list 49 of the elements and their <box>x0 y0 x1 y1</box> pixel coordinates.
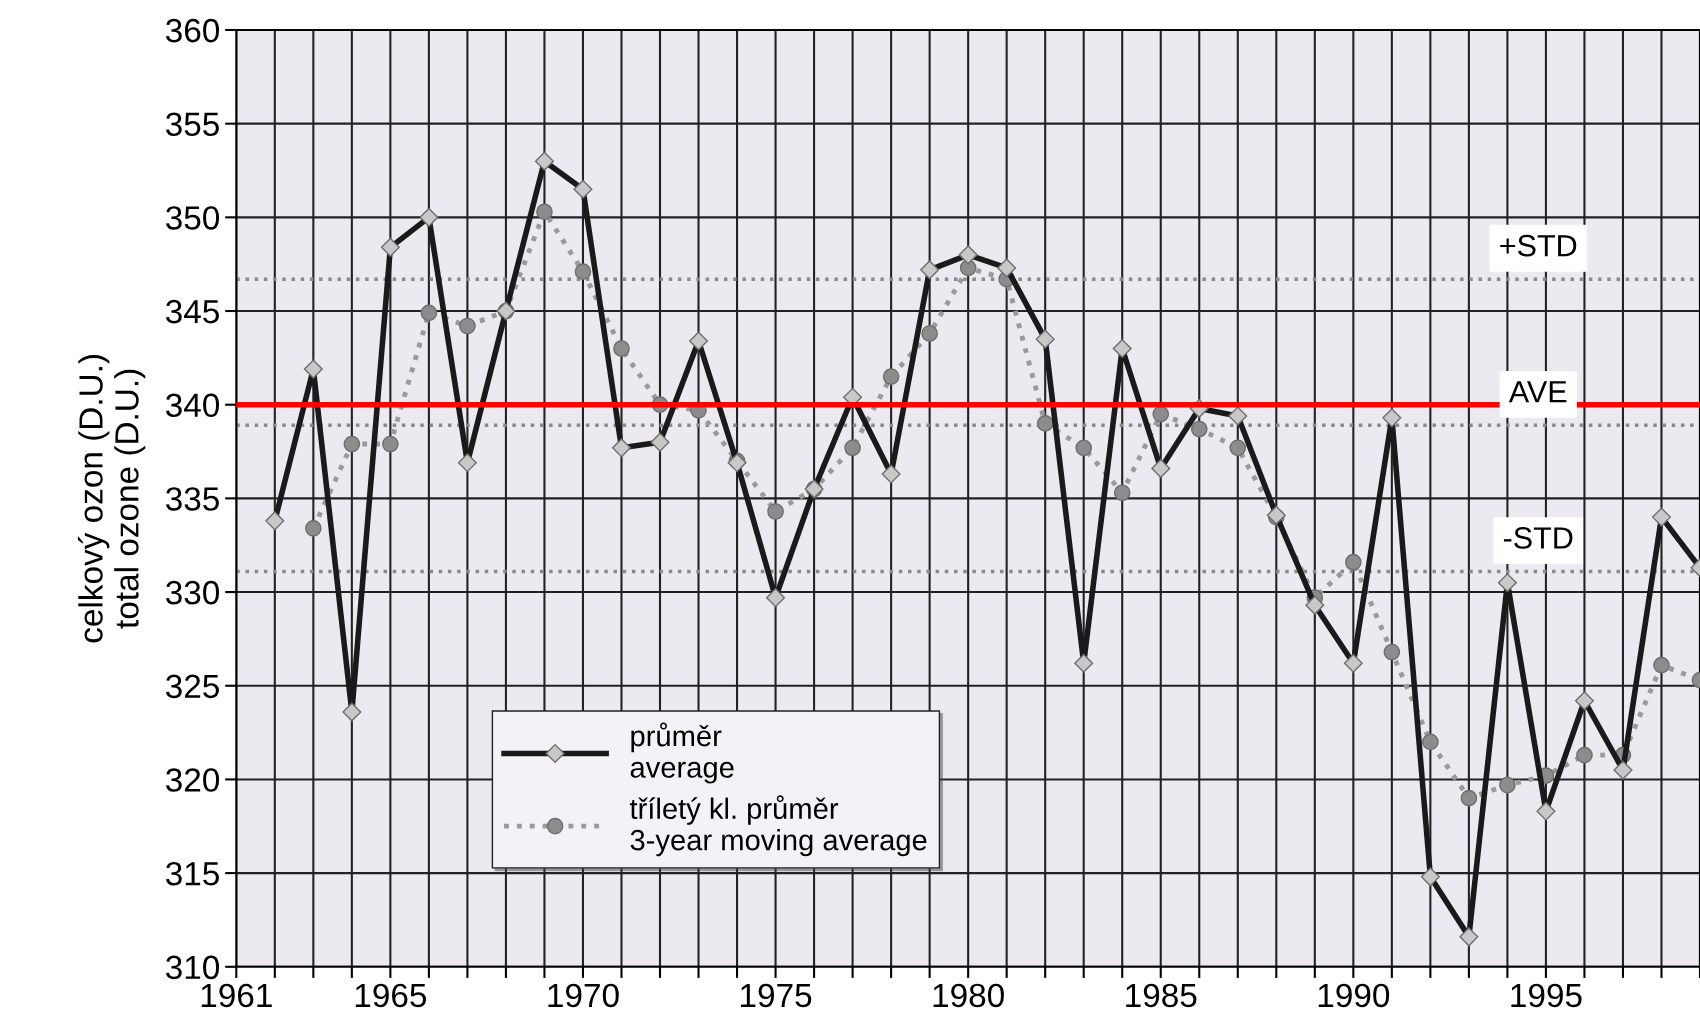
y-tick-label: 340 <box>165 393 220 418</box>
point <box>343 435 361 453</box>
point <box>1075 439 1093 457</box>
x-tick-label: 1970 <box>548 983 619 1008</box>
y-tick-label: 360 <box>165 18 220 43</box>
point <box>382 435 399 453</box>
point <box>1152 405 1170 423</box>
point <box>1036 415 1054 432</box>
x-tick-label: 1975 <box>741 983 812 1008</box>
y-axis-title: celkový ozon (D.U.) total ozone (D.U.) <box>77 355 146 643</box>
y-tick-label: 335 <box>165 487 219 511</box>
point <box>1576 746 1593 764</box>
ref-line-label: AVE <box>1508 381 1567 403</box>
point <box>574 263 592 281</box>
legend-label: tříletý kl. průměr 3-year moving average <box>629 795 927 857</box>
point <box>1113 484 1131 502</box>
point <box>1499 776 1516 794</box>
y-tick-label: 330 <box>165 580 220 605</box>
point <box>1422 733 1439 751</box>
ref-line-label: -STD <box>1503 527 1573 549</box>
point <box>613 340 630 357</box>
ref-line-label: +STD <box>1500 234 1577 257</box>
point <box>536 203 553 221</box>
point <box>1460 789 1478 807</box>
y-tick-label: 320 <box>165 768 220 792</box>
point <box>921 325 938 342</box>
point <box>844 439 861 457</box>
point <box>767 503 784 520</box>
x-tick-label: 1995 <box>1511 983 1582 1008</box>
y-tick-label: 350 <box>165 206 220 230</box>
y-tick-label: 345 <box>165 299 219 324</box>
y-tick-label: 310 <box>165 955 220 980</box>
point <box>1383 643 1401 661</box>
x-tick-label: 1965 <box>355 983 427 1008</box>
point <box>882 368 900 385</box>
x-tick-label: 1980 <box>933 983 1004 1008</box>
point <box>1190 420 1208 438</box>
point <box>1653 656 1670 674</box>
point <box>1345 553 1362 571</box>
y-tick-label: 325 <box>165 674 219 699</box>
x-tick-label: 1961 <box>201 983 272 1008</box>
point <box>1229 439 1247 457</box>
x-tick-label: 1985 <box>1126 983 1197 1008</box>
point <box>459 317 476 335</box>
point <box>305 520 322 537</box>
point <box>420 304 438 322</box>
x-tick-label: 1990 <box>1318 983 1390 1008</box>
y-tick-label: 315 <box>165 861 219 886</box>
y-tick-label: 355 <box>165 112 219 137</box>
